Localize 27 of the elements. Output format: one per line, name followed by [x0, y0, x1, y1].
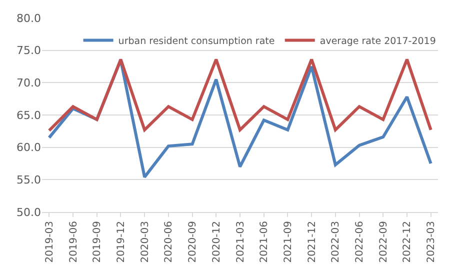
x-tick-label: 2020-06	[164, 221, 175, 263]
x-tick-label: 2021-06	[259, 221, 270, 263]
y-tick-label: 55.0	[16, 174, 41, 187]
x-tick-label: 2021-09	[282, 221, 294, 263]
line-series	[48, 58, 432, 132]
legend-label: urban resident consumption rate	[118, 36, 275, 47]
x-tick-label: 2022-03	[330, 221, 342, 263]
x-tick-label: 2019-06	[68, 221, 80, 263]
x-tick-label: 2020-03	[140, 221, 151, 263]
x-tick-label: 2022-12	[402, 221, 414, 263]
x-tick-label: 2020-12	[211, 221, 222, 263]
legend-label: average rate 2017-2019	[320, 36, 436, 47]
x-tick-label: 2022-09	[378, 221, 390, 263]
y-tick-label: 65.0	[16, 108, 41, 122]
y-tick-label: 60.0	[16, 141, 41, 154]
x-tick-label: 2021-12	[306, 221, 318, 263]
x-tick-label: 2022-06	[354, 221, 366, 263]
x-tick-label: 2019-03	[44, 221, 56, 263]
x-tick-label: 2021-03	[235, 221, 246, 263]
x-tick-label: 2019-09	[92, 221, 104, 263]
y-tick-label: 80.0	[16, 12, 41, 25]
x-tick-label: 2020-09	[188, 221, 199, 263]
y-tick-label: 70.0	[16, 76, 41, 90]
x-tick-label: 2019-12	[116, 221, 127, 263]
x-tick-label: 2023-03	[426, 221, 438, 263]
y-tick-label: 75.0	[16, 44, 41, 58]
y-tick-label: 50.0	[16, 206, 41, 219]
